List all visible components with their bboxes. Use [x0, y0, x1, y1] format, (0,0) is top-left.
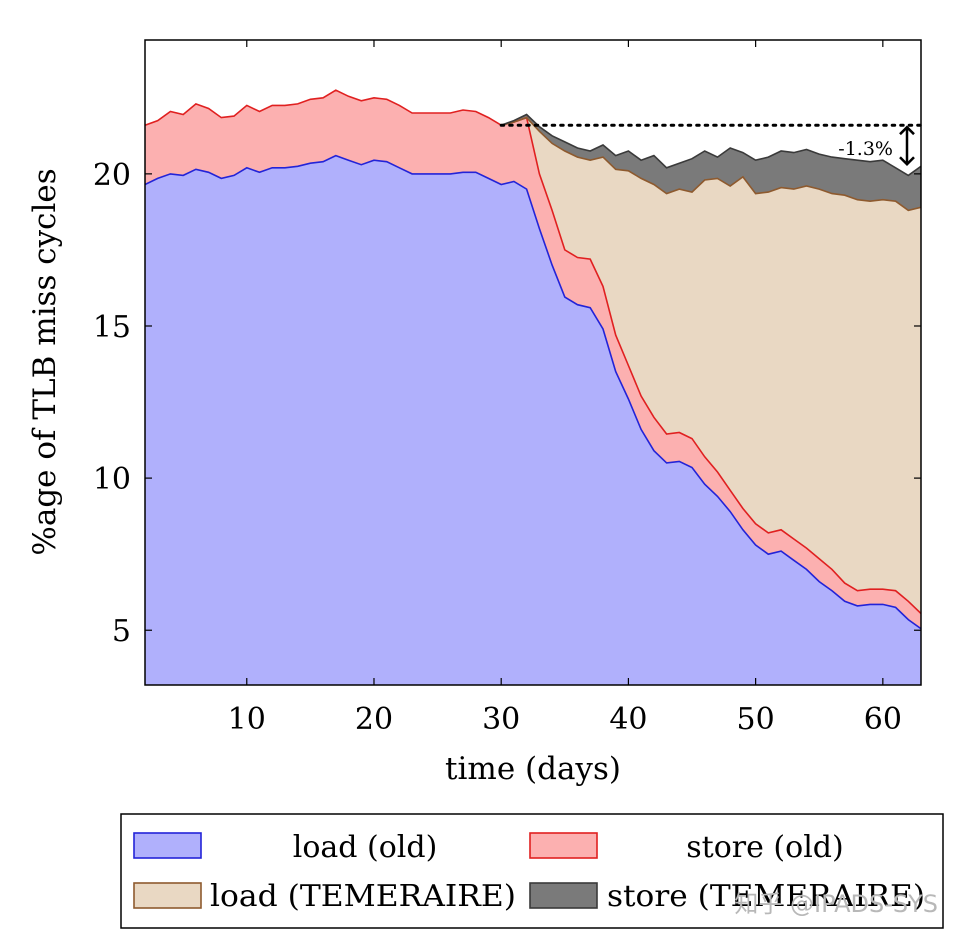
legend-swatch-store-temeraire: [529, 882, 598, 909]
plot-frame: [144, 39, 922, 686]
legend-swatch-store-old: [529, 832, 598, 859]
x-tick-label: 20: [355, 702, 393, 737]
x-tick-label: 40: [609, 702, 647, 737]
legend-label-store-temeraire: store (TEMERAIRE): [607, 879, 925, 914]
area-series-group: [145, 89, 921, 685]
arrow-head-top: [899, 125, 915, 136]
line-store-old: [145, 89, 921, 615]
y-tick-label: 15: [93, 310, 131, 345]
x-axis-label: time (days): [445, 751, 621, 787]
x-tick-label: 60: [864, 702, 902, 737]
y-tick-label: 20: [93, 158, 131, 193]
area-load-temeraire: [501, 117, 921, 614]
y-tick-label: 5: [112, 614, 131, 649]
area-load-old: [145, 155, 921, 685]
legend-swatch-load-old: [133, 832, 202, 859]
y-axis: 5 10 15 20: [93, 158, 921, 649]
legend-label-load-temeraire: load (TEMERAIRE): [210, 879, 516, 914]
line-load-temeraire: [501, 116, 921, 212]
y-tick-label: 10: [93, 462, 131, 497]
x-tick-label: 50: [737, 702, 775, 737]
legend-label-load-old: load (old): [293, 830, 438, 865]
arrow-head-bottom: [899, 156, 915, 167]
line-store-temeraire: [500, 113, 921, 177]
x-axis: 10 20 30 40 50 60: [228, 40, 902, 737]
watermark: 知乎 @IPADS-SYS: [734, 890, 938, 918]
area-store-old: [145, 90, 921, 629]
x-tick-label: 10: [228, 702, 266, 737]
y-axis-label: %age of TLB miss cycles: [27, 168, 63, 555]
area-store-temeraire: [501, 114, 921, 211]
reduction-annotation: -1.3%: [499, 123, 923, 167]
legend-swatch-load-temeraire: [133, 882, 202, 909]
legend: load (old) store (old) load (TEMERAIRE) …: [120, 813, 944, 929]
line-load-old: [145, 154, 921, 630]
legend-label-store-old: store (old): [686, 830, 843, 865]
x-tick-label: 30: [482, 702, 520, 737]
reduction-label: -1.3%: [838, 138, 893, 160]
